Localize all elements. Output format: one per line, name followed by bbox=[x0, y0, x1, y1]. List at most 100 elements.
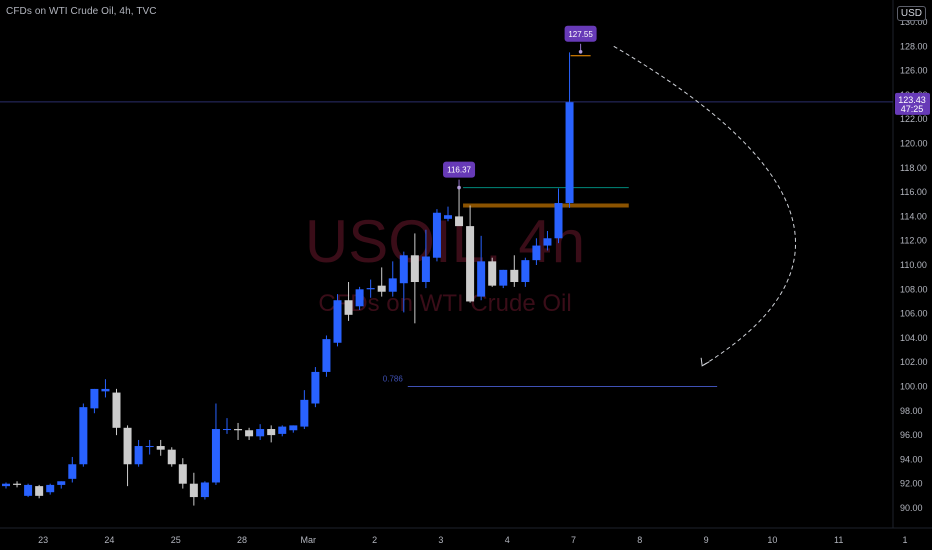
price-tick-label: 118.00 bbox=[900, 163, 927, 173]
time-tick-label: 2 bbox=[372, 535, 377, 545]
candle-body bbox=[134, 446, 143, 465]
fib-level-label: 0.786 bbox=[383, 374, 404, 383]
candle-body bbox=[510, 269, 519, 283]
price-tick-label: 92.00 bbox=[900, 479, 923, 489]
candle-body bbox=[145, 446, 154, 448]
candle-body bbox=[13, 483, 22, 485]
time-tick-label: 9 bbox=[704, 535, 709, 545]
time-tick-label: 11 bbox=[834, 535, 843, 545]
candle-body bbox=[90, 388, 99, 409]
candle-body bbox=[256, 429, 265, 437]
candle-body bbox=[68, 464, 77, 479]
price-tick-label: 128.00 bbox=[900, 41, 928, 51]
candle-body bbox=[477, 261, 486, 297]
candle-body bbox=[521, 260, 530, 283]
candle-body bbox=[466, 226, 475, 302]
price-tick-label: 122.00 bbox=[900, 114, 928, 124]
candle-body bbox=[300, 399, 309, 427]
candle-body bbox=[554, 203, 563, 239]
time-tick-label: 10 bbox=[767, 535, 777, 545]
projection-arrow-path bbox=[613, 45, 796, 367]
candle-body bbox=[57, 481, 66, 485]
price-tick-label: 126.00 bbox=[900, 66, 928, 76]
price-tick-label: 114.00 bbox=[900, 211, 927, 221]
candle-body bbox=[24, 484, 33, 496]
price-tick-label: 116.00 bbox=[900, 187, 927, 197]
candle-body bbox=[333, 300, 342, 343]
price-tick-label: 120.00 bbox=[900, 139, 928, 149]
candle-body bbox=[234, 429, 243, 431]
last-price-badge bbox=[895, 92, 930, 115]
price-tick-label: 112.00 bbox=[900, 236, 927, 246]
candle-body bbox=[2, 483, 10, 487]
high-label-dot bbox=[457, 185, 461, 190]
time-tick-label: 24 bbox=[104, 535, 114, 545]
candles bbox=[2, 52, 574, 506]
candle-body bbox=[499, 269, 508, 286]
candle-body bbox=[46, 484, 55, 493]
high-label-text: 116.37 bbox=[447, 166, 471, 175]
price-tick-label: 110.00 bbox=[900, 260, 927, 270]
time-tick-label: 8 bbox=[637, 535, 642, 545]
time-tick-label: 7 bbox=[571, 535, 576, 545]
price-tick-label: 98.00 bbox=[900, 406, 923, 416]
time-tick-label: 25 bbox=[171, 535, 181, 545]
candle-body bbox=[245, 430, 254, 437]
candle-body bbox=[189, 483, 198, 498]
candle-body bbox=[421, 256, 430, 283]
candle-body bbox=[355, 289, 364, 307]
candle-body bbox=[377, 285, 386, 292]
candle-body bbox=[410, 255, 419, 283]
candle-body bbox=[267, 429, 276, 436]
candle-body bbox=[35, 486, 44, 496]
candle-body bbox=[322, 339, 331, 372]
chart-title: CFDs on WTI Crude Oil, 4h, TVC bbox=[6, 6, 157, 17]
time-tick-label: Mar bbox=[301, 535, 317, 545]
time-tick-label: 1 bbox=[902, 535, 907, 545]
candle-body bbox=[101, 388, 110, 392]
price-axis[interactable]: 90.00 92.00 94.00 96.00 98.00 100.00 102.00 104… bbox=[900, 17, 928, 513]
high-label-text: 127.55 bbox=[568, 30, 593, 39]
candle-body bbox=[223, 429, 231, 431]
high-label-box bbox=[443, 161, 476, 178]
candle-body bbox=[432, 212, 441, 258]
time-tick-label: 3 bbox=[438, 535, 443, 545]
candle-body bbox=[311, 371, 320, 404]
candle-body bbox=[123, 427, 132, 465]
candle-body bbox=[156, 446, 165, 450]
candle-body bbox=[444, 215, 452, 219]
currency-button[interactable]: USD bbox=[896, 6, 926, 21]
time-tick-label: 23 bbox=[38, 535, 48, 545]
last-price-value: 123.43 bbox=[898, 95, 926, 105]
price-tick-label: 108.00 bbox=[900, 284, 928, 294]
price-tick-label: 102.00 bbox=[900, 357, 928, 367]
candle-body bbox=[167, 449, 176, 465]
bar-countdown: 47:25 bbox=[901, 104, 924, 114]
horizontal-levels: 0.786 bbox=[0, 101, 893, 387]
high-label-box bbox=[564, 25, 597, 42]
candle-body bbox=[211, 429, 220, 483]
watermark-symbol: USOIL, 4h bbox=[305, 208, 585, 275]
time-axis[interactable]: 23 24 25 28 Mar 2 3 4 7 8 9 10 11 1 bbox=[38, 535, 907, 545]
candle-body bbox=[200, 482, 209, 498]
candle-body bbox=[366, 288, 375, 290]
candle-body bbox=[344, 300, 353, 315]
time-tick-label: 4 bbox=[505, 535, 510, 545]
candle-body bbox=[488, 261, 497, 286]
price-tick-label: 100.00 bbox=[900, 382, 928, 392]
candle-body bbox=[565, 102, 574, 204]
price-tick-label: 104.00 bbox=[900, 333, 928, 343]
price-tick-label: 96.00 bbox=[900, 430, 923, 440]
price-tick-label: 94.00 bbox=[900, 454, 923, 464]
price-tick-label: 90.00 bbox=[900, 503, 923, 513]
projection-arrowhead bbox=[700, 357, 710, 367]
symbol-watermark: USOIL, 4h CFDs on WTI Crude Oil bbox=[305, 208, 585, 317]
high-label-dot bbox=[578, 49, 583, 54]
candle-body bbox=[79, 407, 88, 465]
price-tick-label: 130.00 bbox=[900, 17, 928, 27]
candle-body bbox=[455, 216, 464, 227]
candle-body bbox=[532, 245, 541, 261]
candle-body bbox=[178, 464, 187, 484]
